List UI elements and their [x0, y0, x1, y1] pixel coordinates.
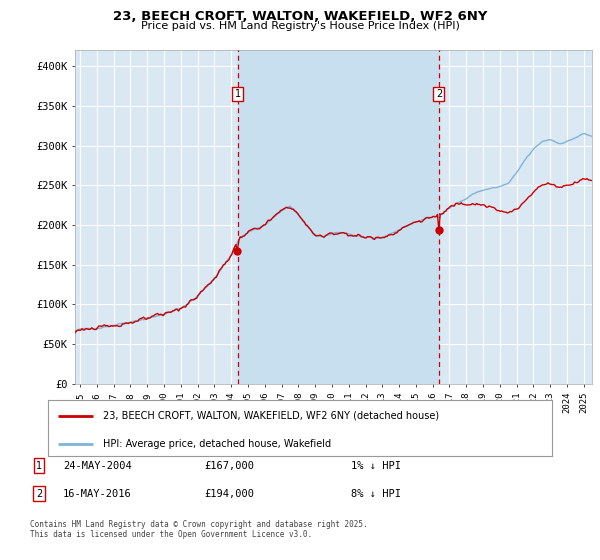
Text: 16-MAY-2016: 16-MAY-2016: [63, 489, 132, 499]
Text: 23, BEECH CROFT, WALTON, WAKEFIELD, WF2 6NY (detached house): 23, BEECH CROFT, WALTON, WAKEFIELD, WF2 …: [103, 410, 440, 421]
Text: HPI: Average price, detached house, Wakefield: HPI: Average price, detached house, Wake…: [103, 438, 332, 449]
Text: 1: 1: [36, 461, 42, 471]
Text: 23, BEECH CROFT, WALTON, WAKEFIELD, WF2 6NY: 23, BEECH CROFT, WALTON, WAKEFIELD, WF2 …: [113, 10, 487, 23]
Text: 1: 1: [235, 89, 241, 99]
Text: Price paid vs. HM Land Registry's House Price Index (HPI): Price paid vs. HM Land Registry's House …: [140, 21, 460, 31]
Text: 8% ↓ HPI: 8% ↓ HPI: [351, 489, 401, 499]
Text: £167,000: £167,000: [204, 461, 254, 471]
Text: £194,000: £194,000: [204, 489, 254, 499]
Text: 2: 2: [36, 489, 42, 499]
Text: 24-MAY-2004: 24-MAY-2004: [63, 461, 132, 471]
Text: Contains HM Land Registry data © Crown copyright and database right 2025.
This d: Contains HM Land Registry data © Crown c…: [30, 520, 368, 539]
Text: 2: 2: [436, 89, 442, 99]
Text: 1% ↓ HPI: 1% ↓ HPI: [351, 461, 401, 471]
Bar: [238, 50, 439, 384]
